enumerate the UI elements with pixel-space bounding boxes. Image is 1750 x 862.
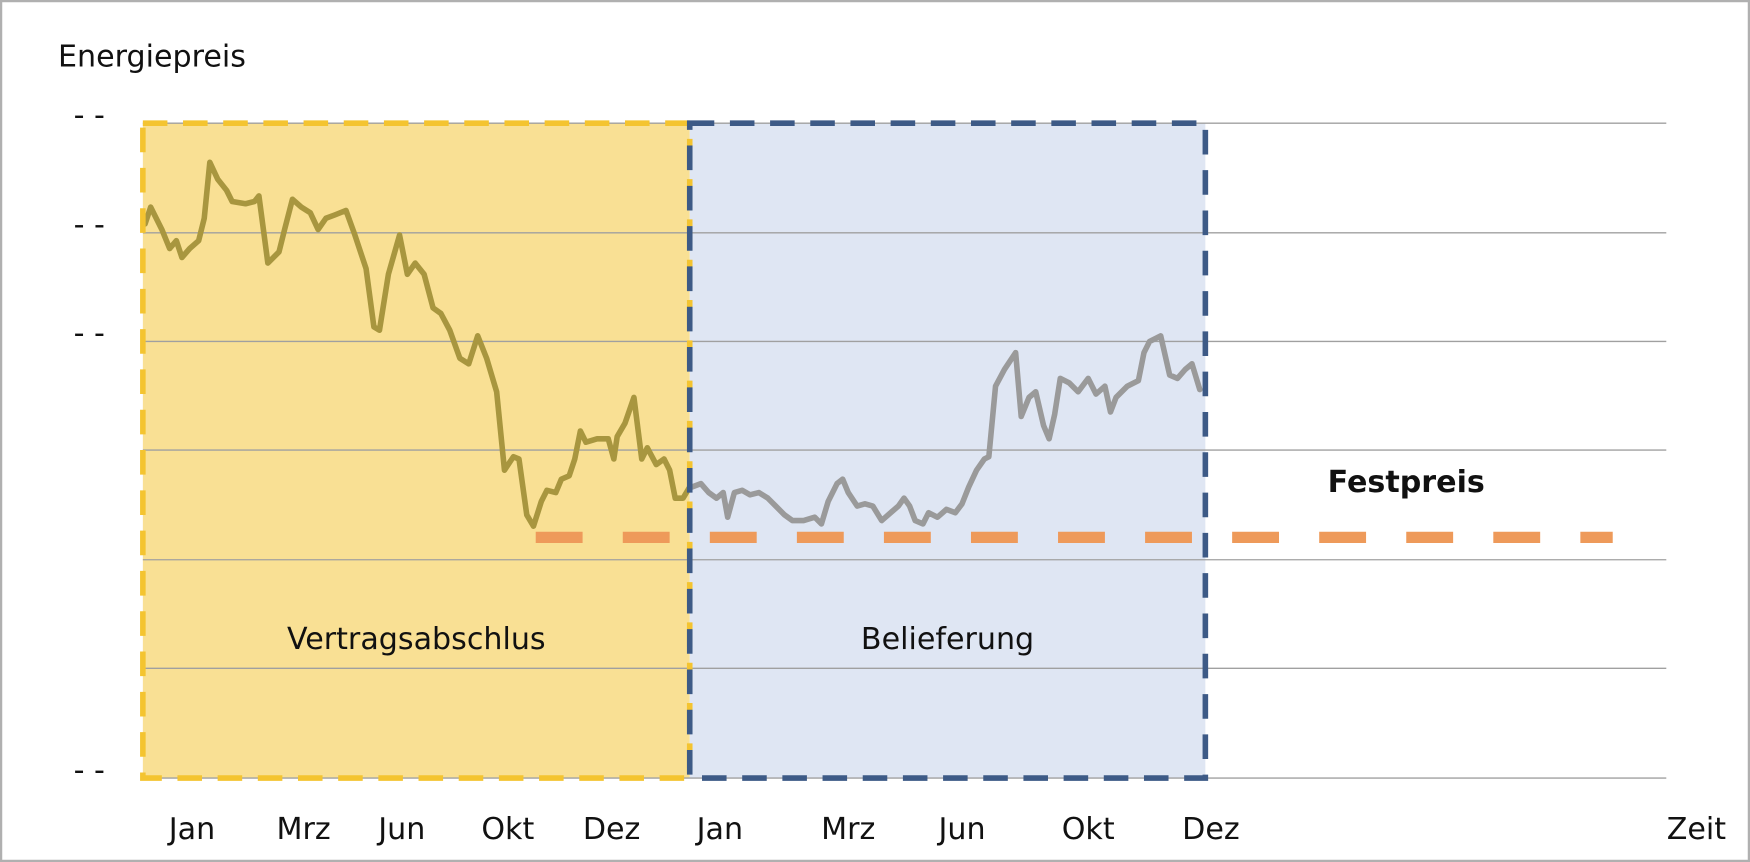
region-border — [686, 120, 1209, 781]
x-tick-label: Mrz — [821, 812, 875, 847]
x-tick-label: Jun — [937, 812, 986, 847]
region-label: Belieferung — [861, 622, 1034, 657]
x-tick-label: Dez — [1182, 812, 1240, 847]
y-tick-label: - - — [74, 753, 105, 788]
y-tick-label: - - — [74, 208, 105, 243]
y-axis-label: Energiepreis — [58, 40, 246, 75]
x-tick-label: Dez — [583, 812, 641, 847]
x-axis-label: Zeit — [1667, 812, 1726, 847]
x-tick-label: Okt — [1062, 812, 1115, 847]
fixed-price-label: Festpreis — [1328, 465, 1485, 500]
x-tick-label: Okt — [481, 812, 534, 847]
y-tick-label: - - — [74, 98, 105, 133]
region-border — [140, 120, 693, 781]
price-line — [142, 159, 693, 529]
y-tick-label: - - — [74, 316, 105, 351]
x-tick-label: Mrz — [276, 812, 330, 847]
price-line — [689, 333, 1203, 527]
x-tick-label: Jan — [167, 812, 215, 847]
x-tick-label: Jan — [695, 812, 743, 847]
x-tick-label: Jun — [376, 812, 425, 847]
region-label: Vertragsabschlus — [287, 622, 546, 657]
